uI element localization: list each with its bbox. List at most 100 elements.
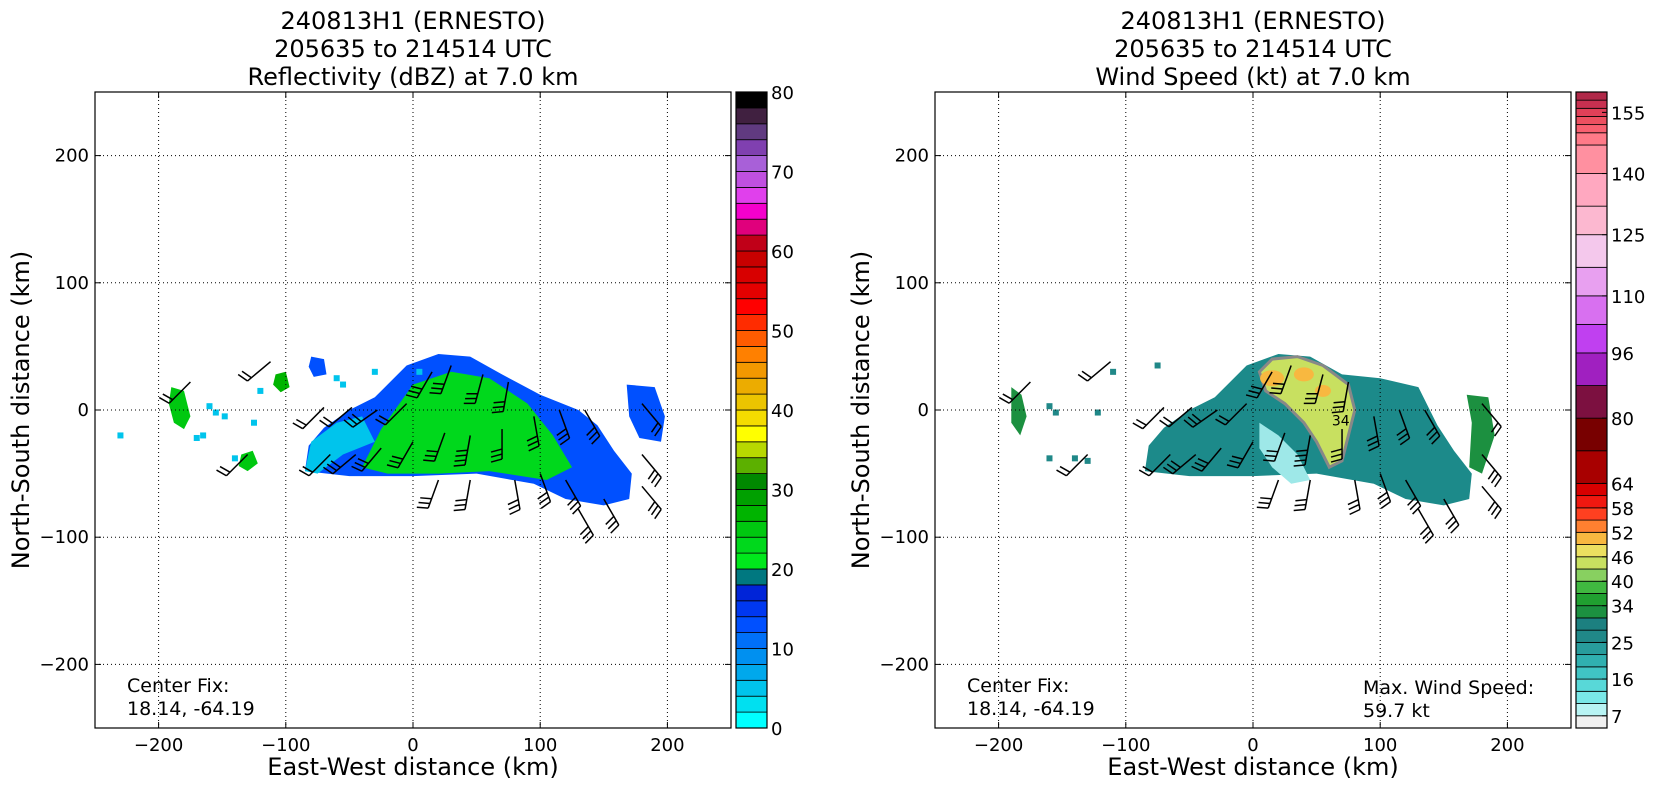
wind-barb (292, 406, 325, 430)
contour-label: 34 (1332, 413, 1350, 429)
x-axis-label: East-West distance (km) (267, 753, 558, 781)
colorbar-segment (735, 330, 768, 347)
echo-pixel (340, 381, 347, 388)
colorbar-segment (1575, 580, 1608, 594)
colorbar-tick-label: 125 (1611, 226, 1645, 247)
wind-barb (1424, 409, 1441, 445)
wind-barb (405, 371, 433, 399)
wind-barb (1293, 479, 1311, 512)
colorbar-segment (1575, 417, 1608, 452)
colorbar-segment (1575, 323, 1608, 354)
wind-barb (641, 454, 662, 488)
y-tick-label: −100 (880, 527, 929, 548)
colorbar-segment (735, 552, 768, 570)
colorbar-segment (1575, 352, 1608, 386)
x-tick-label: 200 (1490, 735, 1524, 756)
wind-barb (1256, 479, 1280, 509)
center-fix-annotation: Center Fix: (967, 675, 1069, 697)
wind-barb (216, 453, 249, 477)
x-axis-label: East-West distance (km) (1107, 753, 1398, 781)
wind-barb (1263, 432, 1286, 462)
colorbar-segment (735, 218, 768, 236)
y-tick-label: 200 (55, 146, 89, 167)
panel-1: 240813H1 (ERNESTO)205635 to 214514 UTCRe… (7, 7, 794, 781)
colorbar-segment (1575, 507, 1608, 521)
wind-barb (998, 381, 1031, 404)
wind-barb (537, 473, 552, 509)
colorbar-segment (735, 520, 768, 538)
wind-barb (1443, 498, 1460, 534)
colorbar-frame (1575, 91, 1608, 729)
colorbar-segment (1575, 205, 1608, 236)
x-tick-label: −200 (974, 735, 1023, 756)
y-tick-label: 100 (895, 273, 929, 294)
x-tick-label: 100 (1363, 735, 1397, 756)
wind-pixel (1071, 455, 1078, 462)
colorbar-segment (1575, 482, 1608, 497)
wind-barb (1269, 365, 1292, 395)
wind-barb (1347, 479, 1361, 516)
max-wind-annotation: 59.7 kt (1363, 700, 1430, 722)
wind-barb (1366, 416, 1380, 452)
colorbar-segment (735, 648, 768, 665)
wind-barb (526, 416, 540, 452)
colorbar-segment (735, 600, 768, 618)
colorbar-segment (1575, 295, 1608, 325)
wind-blob-west (1011, 387, 1027, 436)
y-tick-label: 100 (55, 273, 89, 294)
wind-barb (577, 508, 595, 544)
colorbar-segment (735, 186, 768, 204)
wind-barb (1159, 406, 1193, 428)
wind-pixel (1052, 409, 1059, 416)
wind-barb (1377, 473, 1392, 509)
wind-max-spot (1293, 367, 1314, 382)
colorbar-segment (1575, 641, 1608, 656)
center-fix-annotation: 18.14, -64.19 (967, 698, 1095, 720)
data-field (117, 354, 665, 544)
colorbar-tick-label: 80 (771, 83, 794, 104)
y-tick-label: 200 (895, 146, 929, 167)
colorbar-tick-label: 60 (771, 242, 794, 263)
echo-pixel (231, 455, 238, 462)
wind-barb (386, 441, 414, 469)
colorbar-segment (735, 234, 768, 252)
x-tick-label: 200 (650, 735, 684, 756)
echo-pixel (117, 432, 124, 439)
y-tick-label: −200 (40, 654, 89, 675)
colorbar-tick-label: 110 (1611, 287, 1645, 308)
colorbar-segment (735, 632, 768, 649)
colorbar-segment (735, 457, 768, 475)
wind-barb (507, 479, 521, 516)
center-fix-annotation: Center Fix: (127, 675, 229, 697)
x-tick-label: −200 (134, 735, 183, 756)
wind-barb (1331, 381, 1350, 414)
echo-edge (304, 416, 375, 474)
colorbar-segment (1575, 132, 1608, 146)
wind-barb (375, 403, 408, 426)
colorbar-segment (735, 202, 768, 220)
colorbar-segment (1575, 678, 1608, 692)
colorbar-segment (735, 139, 768, 156)
wind-pixel (1110, 368, 1117, 375)
colorbar-tick-label: 155 (1611, 103, 1645, 124)
colorbar-segment (735, 266, 768, 284)
colorbar-tick-label: 20 (771, 560, 794, 581)
wind-pale-region (1259, 422, 1311, 484)
colorbar-segment (735, 345, 768, 363)
wind-barb (1417, 508, 1435, 544)
colorbar-segment (735, 441, 768, 459)
colorbar-tick-label: 70 (771, 163, 794, 184)
colorbar-segment (1575, 531, 1608, 545)
colorbar-segment (1575, 568, 1608, 582)
colorbar-tick-label: 40 (1611, 572, 1634, 593)
echo-pixel (257, 387, 264, 394)
echo-pixel (371, 368, 378, 375)
colorbar-segment (735, 695, 768, 713)
wind-barb (237, 361, 272, 382)
colorbar-tick-label: 40 (771, 401, 794, 422)
colorbar-segment (1575, 715, 1608, 729)
echo-pixel (200, 432, 207, 439)
colorbar-tick-label: 140 (1611, 165, 1645, 186)
colorbar-tick-label: 25 (1611, 633, 1634, 654)
colorbar-segment (735, 91, 768, 109)
